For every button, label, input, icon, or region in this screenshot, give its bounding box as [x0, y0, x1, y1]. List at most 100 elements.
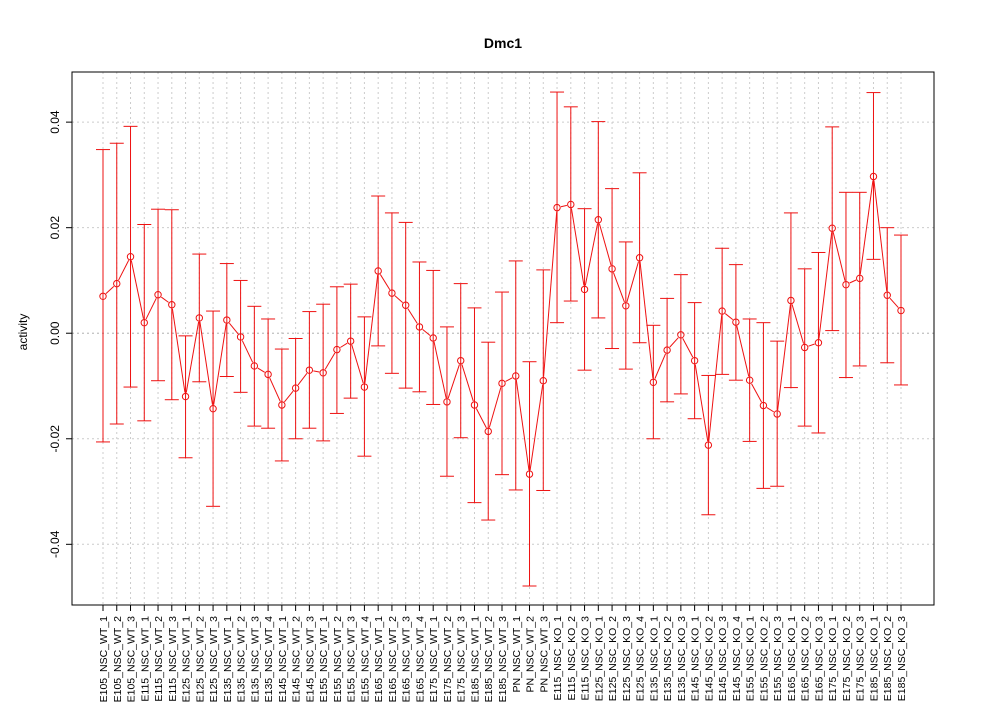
error-bar — [398, 221, 413, 389]
error-bar — [563, 106, 578, 302]
data-point — [154, 290, 162, 299]
x-tick-label: PN_NSC_WT_2 — [525, 616, 537, 693]
x-tick-label: E125_NSC_KO_1 — [593, 616, 605, 701]
data-point — [470, 401, 479, 409]
data-point — [126, 253, 135, 261]
series-segment — [379, 274, 391, 290]
series-segment — [777, 304, 791, 411]
error-bar — [550, 91, 565, 324]
error-bar — [591, 121, 606, 319]
data-point — [897, 306, 905, 315]
series-segment — [669, 337, 679, 348]
series-segment — [766, 407, 775, 413]
data-point — [663, 346, 671, 354]
data-point — [457, 356, 465, 365]
data-point — [374, 267, 382, 275]
data-point — [718, 307, 726, 315]
series-segment — [626, 261, 639, 303]
x-tick-label: E125_NSC_WT_3 — [208, 616, 220, 703]
series-segment — [324, 352, 336, 370]
data-point — [814, 339, 823, 347]
data-point — [800, 343, 809, 352]
x-tick-label: E125_NSC_KO_3 — [621, 616, 633, 701]
series-segment — [724, 313, 734, 321]
series-segment — [313, 370, 320, 373]
series-segment — [560, 204, 568, 208]
error-bar — [728, 264, 743, 381]
data-point — [181, 392, 190, 401]
x-tick-label: E165_NSC_WT_3 — [401, 616, 413, 703]
series-segment — [515, 379, 530, 471]
x-tick-label: E135_NSC_WT_4 — [263, 616, 275, 703]
data-point — [443, 398, 451, 406]
x-tick-label: E145_NSC_KO_3 — [717, 616, 729, 701]
series-segment — [351, 344, 364, 384]
error-bar — [673, 274, 688, 395]
x-tick-label: E175_NSC_WT_2 — [442, 616, 454, 703]
x-tick-label: E125_NSC_WT_2 — [194, 616, 206, 703]
error-bar — [577, 208, 592, 371]
data-point — [113, 279, 121, 288]
series-segment — [185, 321, 200, 393]
series-segment — [818, 232, 833, 339]
error-bar — [357, 316, 372, 457]
data-point — [773, 410, 781, 418]
series-segment — [130, 260, 144, 319]
y-tick-label: -0.04 — [48, 530, 62, 558]
data-point — [883, 291, 891, 299]
x-tick-label: E105_NSC_WT_1 — [98, 616, 110, 703]
error-bar — [151, 208, 166, 382]
error-bar — [219, 263, 234, 377]
data-point — [346, 337, 355, 345]
x-tick-label: E155_NSC_KO_1 — [745, 616, 757, 701]
data-point — [759, 401, 768, 410]
series-segment — [859, 180, 874, 275]
error-bar — [481, 341, 496, 521]
x-tick-label: E165_NSC_WT_2 — [387, 616, 399, 703]
data-point — [512, 372, 520, 380]
data-point — [567, 200, 575, 209]
y-tick-label: -0.02 — [48, 425, 62, 453]
data-point — [223, 316, 231, 324]
error-bar — [192, 253, 207, 383]
error-bar — [632, 172, 647, 344]
series-line — [105, 180, 899, 471]
error-bar — [426, 269, 441, 405]
error-bar — [783, 212, 798, 389]
series-segment — [543, 211, 558, 377]
x-tick-label: E145_NSC_KO_1 — [690, 616, 702, 701]
error-bar — [756, 322, 771, 489]
x-tick-label: PN_NSC_WT_3 — [538, 616, 550, 693]
series-segment — [269, 377, 281, 402]
series-segment — [394, 295, 404, 303]
data-point — [236, 333, 245, 341]
series-segment — [475, 408, 487, 429]
series-segment — [708, 314, 723, 442]
x-tick-label: E105_NSC_WT_2 — [112, 616, 124, 703]
series-segment — [213, 323, 227, 405]
data-point — [649, 378, 658, 387]
x-tick-label: E185_NSC_WT_1 — [469, 616, 481, 703]
series-segment — [639, 261, 654, 379]
data-point — [250, 362, 259, 370]
x-tick-label: E145_NSC_KO_2 — [703, 616, 715, 701]
series-segment — [422, 329, 431, 336]
x-tick-label: E155_NSC_WT_4 — [359, 616, 371, 703]
error-bar — [894, 234, 908, 386]
data-point — [842, 280, 850, 289]
x-tick-label: E155_NSC_WT_3 — [346, 616, 358, 703]
data-point — [140, 318, 148, 327]
x-tick-label: E115_NSC_WT_2 — [153, 616, 165, 702]
error-bar — [701, 374, 716, 516]
x-tick-label: PN_NSC_WT_1 — [511, 616, 523, 693]
x-axis: E105_NSC_WT_1 E105_NSC_WT_2 E105_NSC_WT_3 E… — [98, 605, 908, 702]
data-point — [333, 345, 341, 354]
data-point — [319, 369, 327, 377]
data-point — [690, 356, 699, 365]
error-bar — [233, 279, 248, 393]
x-tick-label: E185_NSC_WT_2 — [483, 616, 495, 703]
x-tick-label: E155_NSC_KO_2 — [758, 616, 770, 701]
series-segment — [340, 342, 348, 348]
data-point — [209, 404, 217, 413]
error-bar — [412, 261, 427, 393]
